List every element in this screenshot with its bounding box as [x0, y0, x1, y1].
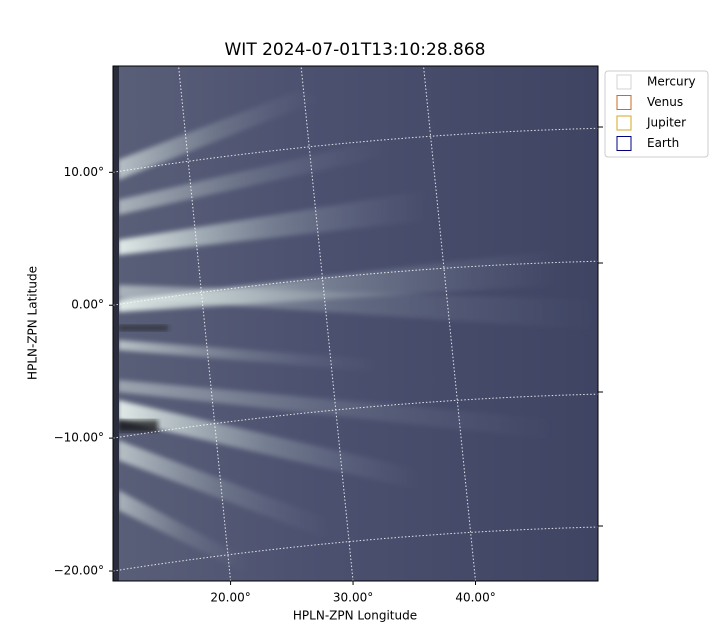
y-tick-label: −10.00°	[54, 431, 104, 445]
chart-title: WIT 2024-07-01T13:10:28.868	[225, 40, 486, 60]
grid-line	[112, 260, 599, 306]
grid	[112, 65, 599, 582]
legend-marker	[616, 74, 632, 90]
y-axis-label: HPLN-ZPN Latitude	[26, 266, 40, 380]
legend-label: Jupiter	[646, 116, 686, 130]
grid-line	[112, 127, 599, 173]
y-tick-label: −20.00°	[54, 564, 104, 578]
legend-label: Mercury	[647, 75, 696, 89]
grid-line	[112, 393, 599, 439]
grid-line	[178, 65, 232, 582]
y-tick-label: 0.00°	[71, 298, 104, 312]
grid-line	[112, 526, 599, 572]
x-tick-label: 40.00°	[455, 591, 495, 605]
legend-marker	[616, 115, 632, 131]
legend-label: Venus	[647, 95, 683, 109]
x-tick-label: 30.00°	[333, 591, 373, 605]
grid-line	[423, 65, 477, 582]
x-axis-label: HPLN-ZPN Longitude	[293, 609, 417, 623]
axes-frame	[112, 65, 599, 582]
legend-label: Earth	[647, 136, 679, 150]
y-tick-label: 10.00°	[64, 165, 104, 179]
legend-marker	[616, 136, 632, 151]
legend	[604, 70, 709, 158]
grid-line	[300, 65, 354, 582]
image	[113, 66, 598, 581]
x-tick-label: 20.00°	[210, 591, 250, 605]
legend-marker	[616, 95, 632, 110]
